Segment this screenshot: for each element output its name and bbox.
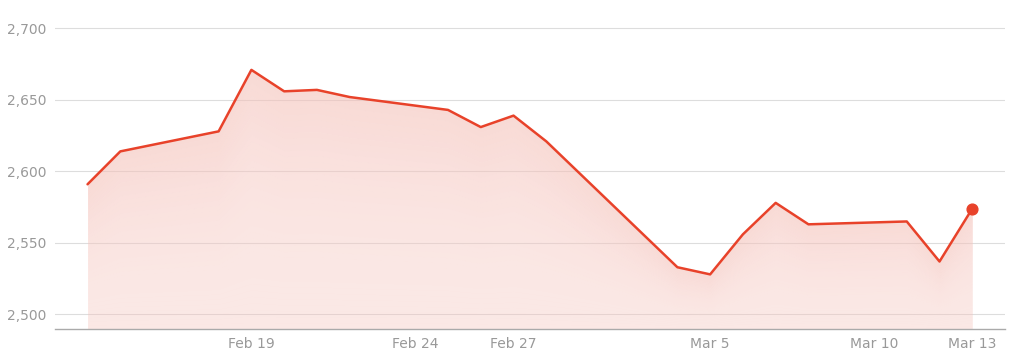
Point [963, 206, 980, 212]
